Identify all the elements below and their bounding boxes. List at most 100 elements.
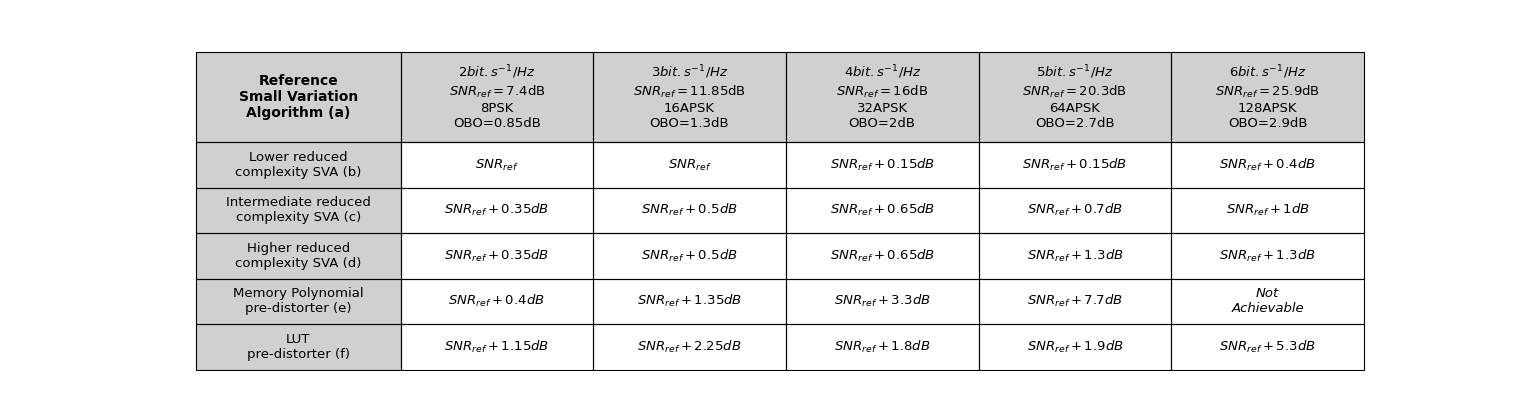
- Bar: [400, 324, 594, 369]
- Bar: [196, 52, 400, 142]
- Bar: [785, 279, 979, 324]
- Bar: [400, 233, 594, 279]
- Text: $SNR_{ref}+1.8$dB: $SNR_{ref}+1.8$dB: [834, 339, 930, 355]
- Text: Not
Achievable: Not Achievable: [1231, 287, 1304, 315]
- Bar: [594, 324, 785, 369]
- Text: $SNR_{ref}+1.35$dB: $SNR_{ref}+1.35$dB: [638, 293, 743, 309]
- Bar: [979, 233, 1172, 279]
- Text: $SNR_{ref}+0.65$dB: $SNR_{ref}+0.65$dB: [829, 202, 935, 219]
- Text: $SNR_{ref}+3.3$dB: $SNR_{ref}+3.3$dB: [834, 293, 930, 309]
- Bar: [785, 188, 979, 233]
- Bar: [594, 233, 785, 279]
- Bar: [1172, 52, 1364, 142]
- Bar: [594, 52, 785, 142]
- Text: $SNR_{ref}+7.7$dB: $SNR_{ref}+7.7$dB: [1027, 293, 1123, 309]
- Bar: [594, 279, 785, 324]
- Bar: [785, 233, 979, 279]
- Text: $SNR_{ref}+5.3$dB: $SNR_{ref}+5.3$dB: [1219, 339, 1317, 355]
- Bar: [400, 142, 594, 188]
- Text: $SNR_{ref}$: $SNR_{ref}$: [668, 158, 711, 173]
- Bar: [400, 142, 594, 188]
- Bar: [785, 233, 979, 279]
- Bar: [1172, 279, 1364, 324]
- Bar: [785, 52, 979, 142]
- Bar: [594, 142, 785, 188]
- Bar: [1172, 279, 1364, 324]
- Bar: [785, 188, 979, 233]
- Bar: [400, 279, 594, 324]
- Bar: [979, 188, 1172, 233]
- Bar: [785, 279, 979, 324]
- Bar: [196, 188, 400, 233]
- Text: $SNR_{ref}+1.3$dB: $SNR_{ref}+1.3$dB: [1219, 248, 1317, 264]
- Bar: [196, 233, 400, 279]
- Text: Reference
Small Variation
Algorithm (a): Reference Small Variation Algorithm (a): [239, 74, 358, 120]
- Bar: [785, 324, 979, 369]
- Bar: [594, 279, 785, 324]
- Bar: [979, 233, 1172, 279]
- Bar: [594, 233, 785, 279]
- Bar: [196, 142, 400, 188]
- Bar: [1172, 188, 1364, 233]
- Bar: [594, 188, 785, 233]
- Text: Higher reduced
complexity SVA (d): Higher reduced complexity SVA (d): [234, 242, 362, 270]
- Text: $SNR_{ref}+1.9$dB: $SNR_{ref}+1.9$dB: [1026, 339, 1123, 355]
- Text: $6bit.s^{-1}/Hz$
$SNR_{ref}=25.9$dB
128APSK
OBO=2.9dB: $6bit.s^{-1}/Hz$ $SNR_{ref}=25.9$dB 128A…: [1215, 64, 1320, 130]
- Text: $SNR_{ref}+0.65$dB: $SNR_{ref}+0.65$dB: [829, 248, 935, 264]
- Text: $SNR_{ref}+0.4$dB: $SNR_{ref}+0.4$dB: [1219, 157, 1317, 173]
- Bar: [1172, 233, 1364, 279]
- Text: $SNR_{ref}+0.15$dB: $SNR_{ref}+0.15$dB: [829, 157, 935, 173]
- Bar: [979, 279, 1172, 324]
- Bar: [400, 279, 594, 324]
- Text: LUT
pre-distorter (f): LUT pre-distorter (f): [247, 333, 350, 361]
- Bar: [400, 188, 594, 233]
- Text: $SNR_{ref}+0.5$dB: $SNR_{ref}+0.5$dB: [641, 248, 738, 264]
- Text: $SNR_{ref}+0.4$dB: $SNR_{ref}+0.4$dB: [449, 293, 545, 309]
- Text: $SNR_{ref}+1$dB: $SNR_{ref}+1$dB: [1225, 202, 1309, 219]
- Bar: [979, 142, 1172, 188]
- Text: Lower reduced
complexity SVA (b): Lower reduced complexity SVA (b): [234, 151, 362, 179]
- Bar: [196, 142, 400, 188]
- Text: $SNR_{ref}+0.35$dB: $SNR_{ref}+0.35$dB: [444, 248, 549, 264]
- Bar: [1172, 142, 1364, 188]
- Bar: [196, 52, 400, 142]
- Bar: [400, 324, 594, 369]
- Bar: [400, 52, 594, 142]
- Text: $3bit.s^{-1}/Hz$
$SNR_{ref}=11.85$dB
16APSK
OBO=1.3dB: $3bit.s^{-1}/Hz$ $SNR_{ref}=11.85$dB 16A…: [633, 64, 746, 130]
- Text: Intermediate reduced
complexity SVA (c): Intermediate reduced complexity SVA (c): [225, 196, 371, 224]
- Bar: [1172, 142, 1364, 188]
- Bar: [1172, 233, 1364, 279]
- Bar: [196, 279, 400, 324]
- Text: $SNR_{ref}$: $SNR_{ref}$: [475, 158, 519, 173]
- Bar: [1172, 188, 1364, 233]
- Bar: [1172, 52, 1364, 142]
- Bar: [1172, 324, 1364, 369]
- Bar: [1172, 324, 1364, 369]
- Bar: [979, 142, 1172, 188]
- Bar: [979, 324, 1172, 369]
- Bar: [785, 142, 979, 188]
- Bar: [196, 324, 400, 369]
- Text: $4bit.s^{-1}/Hz$
$SNR_{ref}=16$dB
32APSK
OBO=2dB: $4bit.s^{-1}/Hz$ $SNR_{ref}=16$dB 32APSK…: [836, 64, 928, 130]
- Text: $SNR_{ref}+0.15$dB: $SNR_{ref}+0.15$dB: [1023, 157, 1128, 173]
- Bar: [785, 52, 979, 142]
- Text: $SNR_{ref}+0.7$dB: $SNR_{ref}+0.7$dB: [1027, 202, 1123, 219]
- Bar: [400, 233, 594, 279]
- Bar: [979, 188, 1172, 233]
- Text: $SNR_{ref}+0.35$dB: $SNR_{ref}+0.35$dB: [444, 202, 549, 219]
- Bar: [400, 188, 594, 233]
- Text: Memory Polynomial
pre-distorter (e): Memory Polynomial pre-distorter (e): [233, 287, 364, 315]
- Bar: [785, 142, 979, 188]
- Bar: [594, 142, 785, 188]
- Bar: [979, 324, 1172, 369]
- Bar: [594, 52, 785, 142]
- Bar: [594, 188, 785, 233]
- Text: $5bit.s^{-1}/Hz$
$SNR_{ref}=20.3$dB
64APSK
OBO=2.7dB: $5bit.s^{-1}/Hz$ $SNR_{ref}=20.3$dB 64AP…: [1023, 64, 1128, 130]
- Bar: [196, 279, 400, 324]
- Bar: [196, 188, 400, 233]
- Text: $SNR_{ref}+2.25$dB: $SNR_{ref}+2.25$dB: [638, 339, 741, 355]
- Text: $2bit.s^{-1}/Hz$
$SNR_{ref}=7.4$dB
8PSK
OBO=0.85dB: $2bit.s^{-1}/Hz$ $SNR_{ref}=7.4$dB 8PSK …: [449, 64, 545, 130]
- Bar: [979, 52, 1172, 142]
- Bar: [979, 279, 1172, 324]
- Bar: [979, 52, 1172, 142]
